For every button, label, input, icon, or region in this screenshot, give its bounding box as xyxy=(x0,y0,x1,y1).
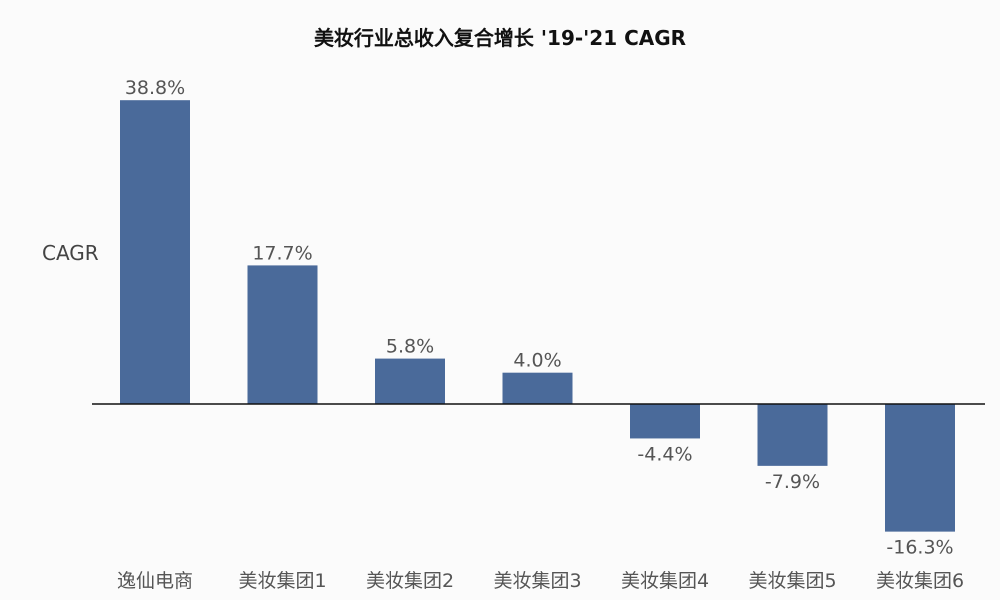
data-label: -7.9% xyxy=(765,471,820,493)
bar xyxy=(885,404,955,532)
data-label: -16.3% xyxy=(886,537,953,559)
x-tick-label: 美妆集团6 xyxy=(876,570,964,592)
chart-title: 美妆行业总收入复合增长 '19-'21 CAGR xyxy=(313,26,687,50)
bar xyxy=(502,372,573,404)
y-axis-label: CAGR xyxy=(42,241,99,265)
bar xyxy=(120,100,190,405)
x-tick-label: 美妆集团2 xyxy=(366,570,454,592)
data-label: 38.8% xyxy=(125,77,185,99)
data-label: 5.8% xyxy=(386,336,434,358)
data-label: 4.0% xyxy=(513,350,561,372)
bar xyxy=(247,265,318,404)
x-tick-label: 美妆集团4 xyxy=(621,570,709,592)
bar xyxy=(630,404,700,439)
data-label: -4.4% xyxy=(637,443,692,465)
data-label: 17.7% xyxy=(252,242,312,264)
bar xyxy=(375,358,445,404)
x-tick-label: 美妆集团3 xyxy=(493,570,581,592)
x-tick-label: 美妆集团5 xyxy=(748,570,836,592)
x-tick-label: 美妆集团1 xyxy=(238,570,326,592)
bar xyxy=(757,404,828,466)
x-tick-label: 逸仙电商 xyxy=(117,570,193,592)
